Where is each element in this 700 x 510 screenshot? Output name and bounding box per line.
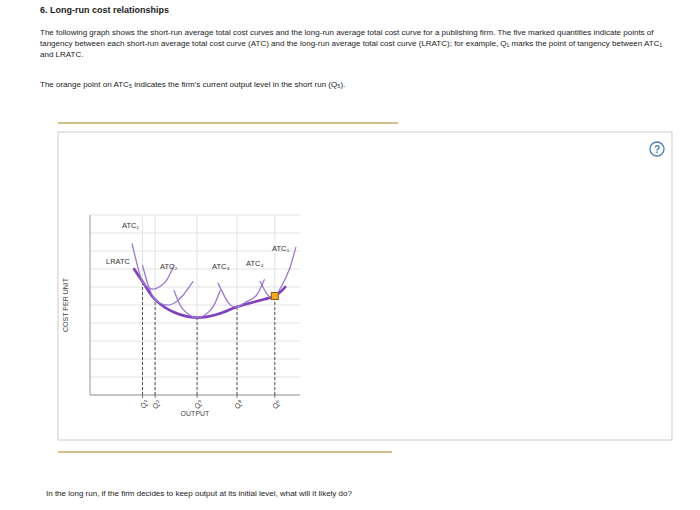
atc-curve — [218, 280, 264, 307]
grid-line — [90, 287, 300, 288]
grid-line — [90, 395, 300, 396]
x-tick — [142, 395, 143, 398]
paragraph: The following graph shows the short-run … — [40, 27, 670, 60]
x-tick — [155, 395, 156, 398]
curve-label: ATC₁ — [122, 221, 139, 230]
y-axis — [90, 215, 91, 395]
note: The orange point on ATC₅ indicates the f… — [40, 80, 670, 89]
help-icon — [650, 142, 664, 156]
x-axis-label: OUTPUT — [181, 410, 211, 417]
y-axis-label: COST PER UNIT — [62, 277, 69, 332]
x-tick-label: Q₂ — [151, 400, 160, 409]
atc-curve — [174, 291, 220, 318]
curve-label: ATC₃ — [212, 262, 230, 271]
x-tick-label: Q₄ — [233, 400, 242, 409]
grid-line — [90, 341, 300, 342]
lratc-curve — [134, 269, 285, 318]
grid-line — [155, 215, 156, 395]
tangency-line — [142, 282, 143, 395]
plot-area — [132, 244, 296, 395]
tangency-line — [155, 300, 156, 395]
grid-line — [90, 251, 300, 252]
x-tick — [197, 395, 198, 398]
x-tick-label: Q₃ — [193, 400, 202, 409]
panel — [58, 132, 672, 440]
separator — [58, 122, 398, 124]
grid-line — [90, 377, 300, 378]
x-tick-label: Q₁ — [139, 399, 148, 408]
output-point — [271, 293, 278, 300]
curve-label: ATC₂ — [160, 262, 177, 271]
grid-line — [237, 215, 238, 395]
tangency-line — [197, 318, 198, 395]
grid-line — [90, 305, 300, 306]
atc-curve — [260, 247, 296, 297]
x-tick — [274, 395, 275, 398]
curve-label: ATC₄ — [246, 259, 264, 268]
x-tick — [237, 395, 238, 398]
grid-line — [90, 233, 300, 234]
grid-line — [90, 323, 300, 324]
grid-line — [90, 269, 300, 270]
x-axis — [90, 395, 300, 396]
help-text: ? — [654, 144, 660, 155]
grid-line — [142, 215, 143, 395]
x-tick-label: Q₅ — [271, 400, 280, 409]
grid-line — [90, 215, 300, 216]
question: In the long run, if the firm decides to … — [46, 489, 666, 498]
chart: ? Q₁Q₂ Q₃ Q₄ Q₅ OUTPUT COST PER UNIT LRATC ATC₁ A… — [0, 0, 700, 510]
curve-label: ATC₅ — [272, 244, 289, 253]
separator — [58, 451, 392, 453]
grid-line — [197, 215, 198, 395]
title: 6. Long-run cost relationships — [40, 5, 169, 15]
grid-line — [274, 215, 275, 395]
atc-curve — [143, 265, 193, 305]
grid-line — [90, 359, 300, 360]
curve-label: LRATC — [106, 257, 131, 266]
tangency-line — [237, 307, 238, 395]
tangency-line — [274, 296, 275, 395]
